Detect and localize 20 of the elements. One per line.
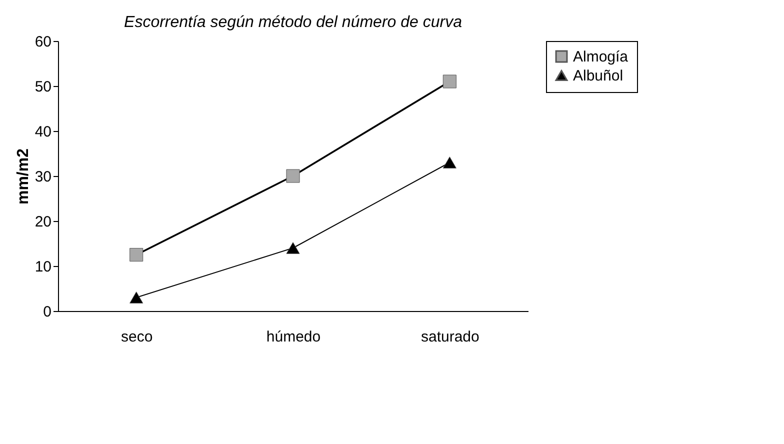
y-tick-label: 60 xyxy=(34,34,52,50)
y-axis-title: mm/m2 xyxy=(14,148,32,205)
y-tick-label: 50 xyxy=(34,78,52,96)
y-tick-label: 30 xyxy=(34,168,52,186)
y-tick-label: 40 xyxy=(34,124,52,140)
point xyxy=(130,248,144,262)
x-tick-label: seco xyxy=(120,328,153,346)
chart-title: Escorrentía según método del número de curva xyxy=(124,14,462,31)
legend-label: Albuñol xyxy=(573,68,624,84)
legend-label: Almogía xyxy=(573,48,629,66)
point xyxy=(286,169,300,183)
point xyxy=(442,156,456,168)
point xyxy=(442,74,456,88)
y-tick-label: 20 xyxy=(34,214,52,230)
x-tick-label: húmedo xyxy=(266,328,321,346)
x-tick-label: saturado xyxy=(420,328,480,346)
point xyxy=(130,292,144,304)
y-tick-label: 10 xyxy=(34,258,52,276)
y-tick-label: 0 xyxy=(43,304,52,320)
point xyxy=(286,242,300,254)
